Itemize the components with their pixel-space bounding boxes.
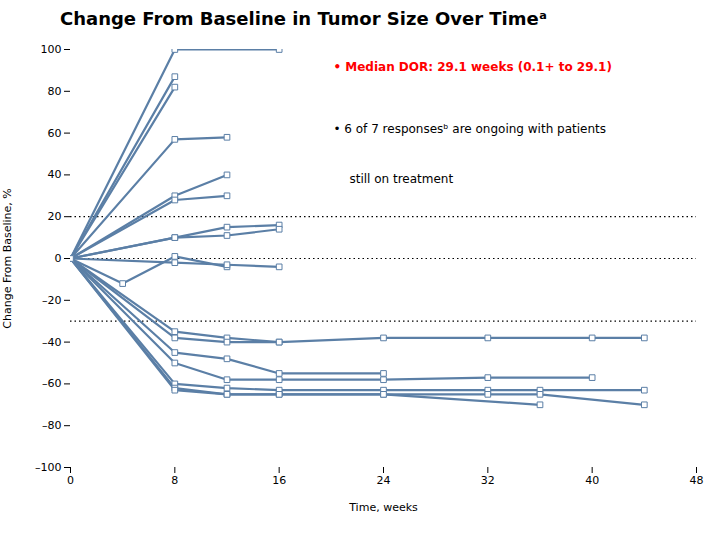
svg-text:20: 20 [48, 210, 62, 223]
svg-text:• Median DOR: 29.1 weeks (0.1+: • Median DOR: 29.1 weeks (0.1+ to 29.1) [333, 60, 612, 74]
svg-text:–100: –100 [35, 461, 62, 474]
svg-text:48: 48 [690, 474, 704, 487]
svg-text:100: 100 [41, 43, 62, 56]
svg-text:–60: –60 [42, 377, 62, 390]
svg-text:24: 24 [377, 474, 391, 487]
svg-text:–20: –20 [42, 294, 62, 307]
svg-text:16: 16 [272, 474, 286, 487]
svg-text:40: 40 [48, 168, 62, 181]
svg-text:8: 8 [171, 474, 178, 487]
html-text:Change From Baseline in Tumor: Change From Baseline in Tumor Size Over … [60, 8, 547, 29]
svg-text:0: 0 [67, 474, 74, 487]
svg-text:• 6 of 7 responsesᵇ are ongoin: • 6 of 7 responsesᵇ are ongoing with pat… [333, 122, 606, 136]
svg-text:60: 60 [48, 127, 62, 140]
svg-text:–40: –40 [42, 336, 62, 349]
svg-text:still on treatment: still on treatment [349, 172, 453, 186]
svg-text:Change From Baseline, %: Change From Baseline, % [1, 188, 14, 328]
svg-text:40: 40 [585, 474, 599, 487]
svg-text:Time, weeks: Time, weeks [348, 501, 418, 514]
svg-text:–80: –80 [42, 419, 62, 432]
svg-text:0: 0 [55, 252, 62, 265]
svg-text:80: 80 [48, 85, 62, 98]
svg-text:32: 32 [481, 474, 495, 487]
